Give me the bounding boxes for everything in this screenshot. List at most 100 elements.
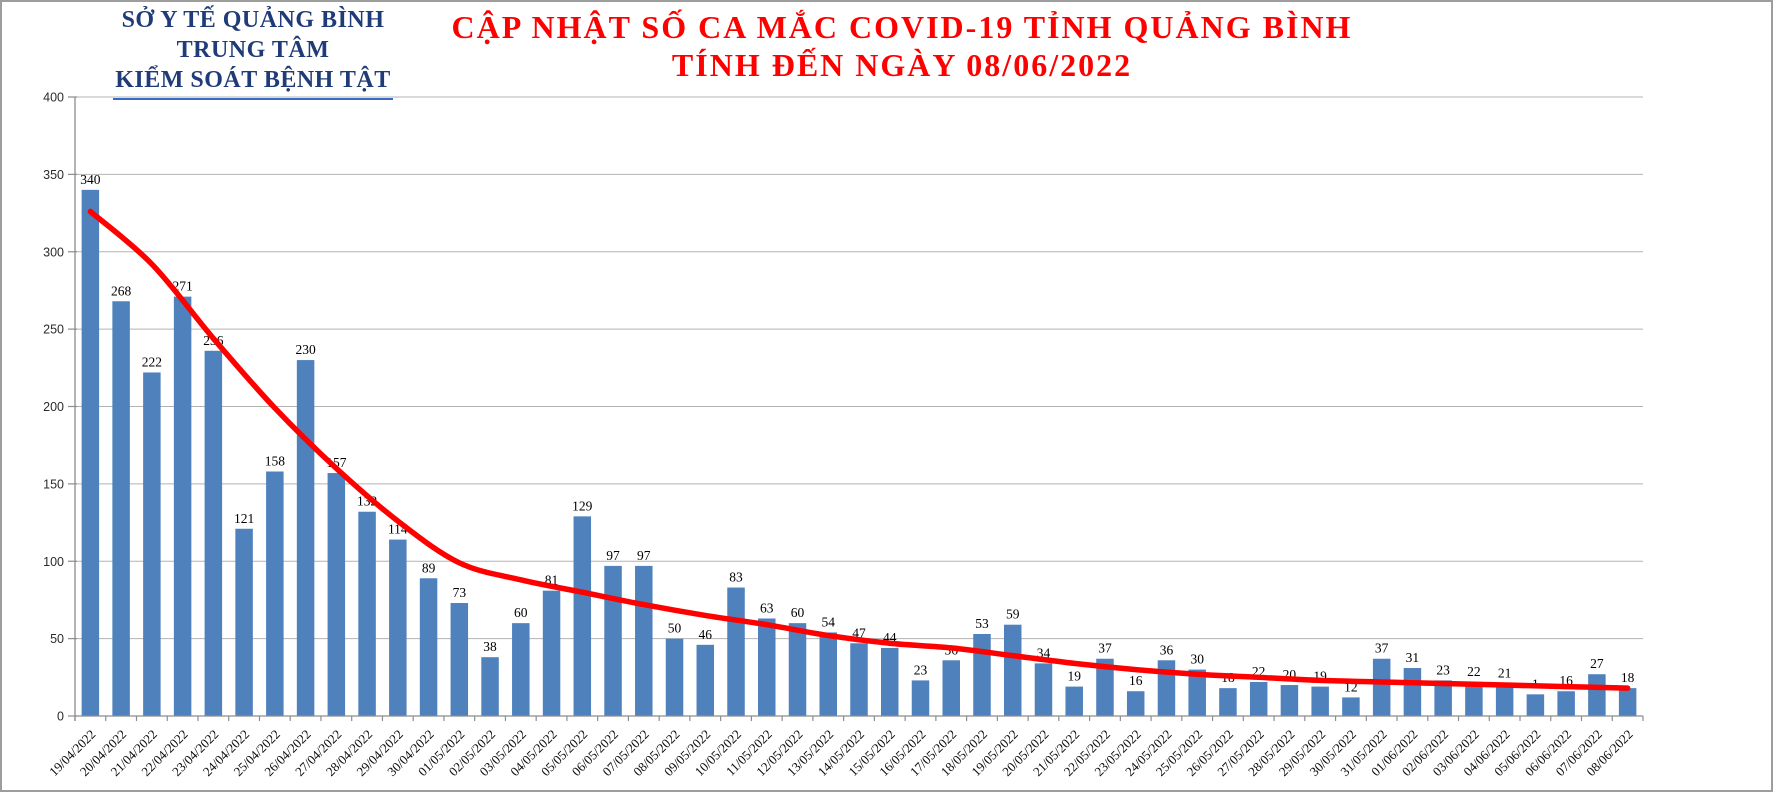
bar-value-label-25/04/2022: 158 [265, 453, 286, 468]
bar-value-label-23/05/2022: 16 [1129, 673, 1143, 688]
bar-29/04/2022 [389, 539, 407, 716]
bar-08/05/2022 [665, 638, 684, 716]
bar-23/05/2022 [1126, 691, 1145, 716]
bar-06/05/2022 [604, 565, 622, 716]
bar-21/05/2022 [1065, 686, 1083, 716]
bar-value-label-07/05/2022: 97 [637, 548, 651, 563]
bar-value-label-02/05/2022: 38 [483, 639, 497, 654]
bar-value-label-03/05/2022: 60 [514, 605, 528, 620]
chart-title: CẬP NHẬT SỐ CA MẮC COVID-19 TỈNH QUẢNG B… [432, 8, 1372, 84]
bar-value-label-18/05/2022: 53 [975, 616, 989, 631]
trendline [87, 208, 1631, 691]
bar-27/05/2022 [1249, 681, 1268, 716]
bar-19/05/2022 [1003, 624, 1022, 716]
bar-03/05/2022 [512, 623, 530, 716]
bar-value-label-12/05/2022: 60 [791, 605, 805, 620]
bar-28/05/2022 [1280, 685, 1299, 716]
bar-value-label-26/04/2022: 230 [295, 342, 316, 357]
organization-header: SỞ Y TẾ QUẢNG BÌNH TRUNG TÂM KIỂM SOÁT B… [98, 5, 408, 100]
bar-20/05/2022 [1034, 663, 1053, 716]
bar-value-label-02/06/2022: 23 [1436, 662, 1450, 677]
bar-value-label-08/05/2022: 50 [668, 621, 682, 636]
bar-value-label-20/04/2022: 268 [111, 283, 132, 298]
bar-value-label-24/04/2022: 121 [234, 511, 254, 526]
bar-01/06/2022 [1403, 668, 1422, 716]
bar-value-label-16/05/2022: 23 [914, 662, 928, 677]
bar-21/04/2022 [143, 372, 161, 716]
bar-29/05/2022 [1311, 686, 1329, 716]
bar-value-label-21/05/2022: 19 [1067, 669, 1081, 684]
bar-20/04/2022 [112, 301, 130, 716]
bar-07/05/2022 [635, 565, 653, 716]
bar-value-label-19/05/2022: 59 [1006, 607, 1020, 622]
y-axis-label-300: 300 [43, 245, 64, 259]
bar-04/06/2022 [1495, 683, 1514, 716]
bar-25/05/2022 [1188, 669, 1206, 716]
bar-value-label-19/04/2022: 340 [80, 172, 101, 187]
bar-24/05/2022 [1157, 660, 1176, 716]
bar-value-label-24/05/2022: 36 [1160, 642, 1174, 657]
y-axis-label-350: 350 [43, 168, 64, 182]
bar-value-label-06/05/2022: 97 [606, 548, 620, 563]
y-axis-label-0: 0 [57, 710, 64, 724]
bar-03/06/2022 [1465, 681, 1483, 716]
org-name-line3: KIỂM SOÁT BỆNH TẬT [98, 65, 408, 100]
bar-25/04/2022 [266, 471, 284, 716]
bar-value-label-03/06/2022: 22 [1467, 664, 1481, 679]
bar-06/06/2022 [1557, 691, 1575, 716]
bar-19/04/2022 [81, 189, 100, 717]
y-axis-label-100: 100 [43, 555, 64, 569]
bar-05/05/2022 [573, 516, 592, 716]
bar-value-label-30/04/2022: 89 [422, 560, 436, 575]
bar-18/05/2022 [973, 633, 991, 716]
bar-27/04/2022 [327, 473, 346, 716]
bar-13/05/2022 [819, 632, 838, 716]
bar-value-label-21/04/2022: 222 [142, 354, 162, 369]
bar-value-label-13/05/2022: 54 [822, 614, 836, 629]
bar-15/05/2022 [880, 647, 899, 716]
org-name-line2: TRUNG TÂM [176, 37, 330, 63]
bar-value-label-08/06/2022: 18 [1621, 670, 1635, 685]
bar-value-label-07/06/2022: 27 [1590, 656, 1604, 671]
bar-02/06/2022 [1434, 680, 1452, 716]
bar-22/04/2022 [173, 296, 192, 716]
bar-value-label-09/05/2022: 46 [699, 627, 713, 642]
bar-30/04/2022 [419, 578, 438, 716]
bar-value-label-31/05/2022: 37 [1375, 641, 1389, 656]
bar-07/06/2022 [1588, 674, 1606, 716]
y-axis-label-150: 150 [43, 477, 64, 491]
bar-value-label-04/06/2022: 21 [1498, 666, 1512, 681]
bar-10/05/2022 [727, 587, 745, 716]
bar-16/05/2022 [911, 680, 930, 716]
bar-26/05/2022 [1219, 688, 1237, 716]
chart-title-line2: TÍNH ĐẾN NGÀY 08/06/2022 [671, 47, 1133, 83]
bar-24/04/2022 [235, 528, 253, 716]
org-name-underlined: KIỂM SOÁT BỆNH TẬT [113, 65, 393, 100]
bar-02/05/2022 [481, 657, 499, 716]
bar-05/06/2022 [1526, 694, 1545, 716]
bar-value-label-10/05/2022: 83 [729, 570, 743, 585]
org-name-line1: SỞ Y TẾ QUẢNG BÌNH [121, 7, 385, 33]
bar-28/04/2022 [358, 511, 376, 716]
y-axis-label-250: 250 [43, 323, 64, 337]
bar-value-label-25/05/2022: 30 [1190, 652, 1204, 667]
bar-value-label-11/05/2022: 63 [760, 601, 774, 616]
y-axis-label-400: 400 [43, 91, 64, 105]
bar-11/05/2022 [758, 618, 776, 716]
bar-14/05/2022 [850, 643, 868, 716]
bar-value-label-05/05/2022: 129 [572, 498, 593, 513]
bar-01/05/2022 [450, 603, 469, 716]
bar-26/04/2022 [296, 360, 315, 716]
bar-04/05/2022 [542, 590, 561, 716]
bar-value-label-01/06/2022: 31 [1406, 650, 1420, 665]
bar-value-label-14/05/2022: 47 [852, 625, 866, 640]
bar-09/05/2022 [696, 644, 715, 716]
chart-title-line1: CẬP NHẬT SỐ CA MẮC COVID-19 TỈNH QUẢNG B… [451, 9, 1353, 45]
bar-12/05/2022 [788, 623, 807, 716]
y-axis-label-200: 200 [43, 400, 64, 414]
bar-17/05/2022 [942, 660, 960, 716]
bar-value-label-22/05/2022: 37 [1098, 641, 1112, 656]
y-axis-label-50: 50 [50, 632, 64, 646]
